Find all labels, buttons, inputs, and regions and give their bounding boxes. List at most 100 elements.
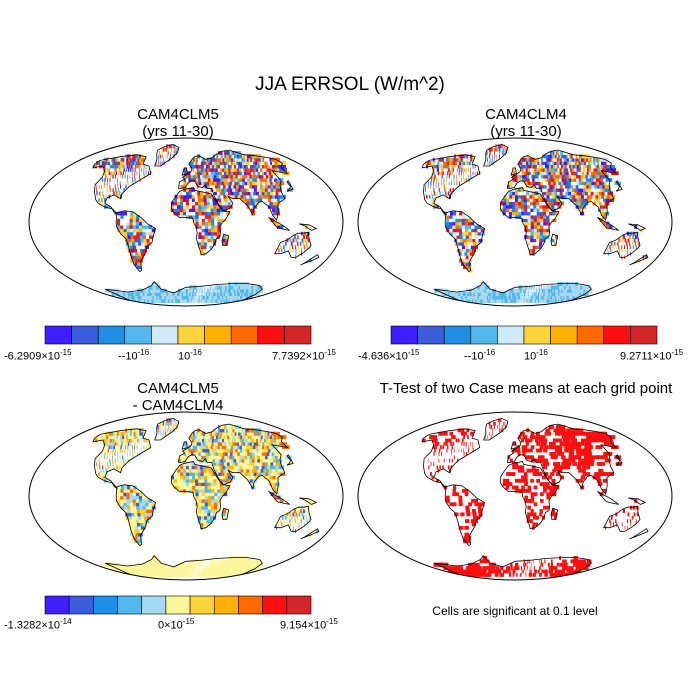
grid-cell xyxy=(197,475,202,480)
grid-cell xyxy=(196,292,198,297)
grid-cell xyxy=(462,164,464,169)
grid-cell xyxy=(432,198,435,202)
grid-cell xyxy=(177,465,181,470)
coastline xyxy=(444,210,486,273)
grid-cell xyxy=(266,475,272,480)
grid-cell xyxy=(427,198,429,202)
grid-cell xyxy=(536,184,541,189)
grid-cell xyxy=(202,191,207,196)
grid-cell xyxy=(208,285,210,290)
grid-cell xyxy=(216,292,220,297)
grid-cell xyxy=(182,562,186,567)
grid-cell xyxy=(548,208,553,213)
grid-cell xyxy=(149,509,154,513)
grid-cell xyxy=(125,441,128,446)
grid-cell xyxy=(455,214,460,219)
grid-cell xyxy=(549,177,554,182)
grid-cell xyxy=(465,177,468,182)
grid-cell xyxy=(183,292,186,297)
grid-cell xyxy=(200,167,205,172)
grid-cell xyxy=(190,298,192,303)
grid-cell xyxy=(430,177,433,182)
grid-cell xyxy=(503,201,507,206)
grid-cell xyxy=(196,566,198,571)
grid-cell xyxy=(183,569,186,574)
grid-cell xyxy=(142,235,147,239)
grid-cell xyxy=(198,572,200,577)
grid-cell xyxy=(518,204,522,209)
grid-cell xyxy=(178,458,182,463)
grid-cell xyxy=(195,214,200,219)
grid-cell xyxy=(522,285,524,290)
grid-cell xyxy=(213,512,217,517)
grid-cell xyxy=(212,475,217,480)
grid-cell xyxy=(225,184,231,189)
grid-cell xyxy=(240,282,244,286)
grid-cell xyxy=(190,562,193,567)
grid-cell xyxy=(612,245,614,250)
grid-cell xyxy=(197,194,202,199)
grid-cell xyxy=(290,515,293,520)
grid-cell xyxy=(496,147,498,152)
grid-cell xyxy=(645,255,648,260)
grid-cell xyxy=(272,448,280,453)
grid-cell xyxy=(224,198,229,202)
grid-cell xyxy=(271,482,277,487)
grid-cell xyxy=(203,569,206,574)
grid-cell xyxy=(224,188,229,192)
grid-cell xyxy=(199,298,201,303)
grid-cell xyxy=(565,285,569,290)
grid-cell xyxy=(105,164,109,169)
grid-cell xyxy=(123,218,127,223)
grid-cell xyxy=(548,204,553,209)
grid-cell xyxy=(191,468,196,473)
grid-cell xyxy=(168,154,170,159)
grid-cell xyxy=(431,161,436,166)
grid-cell xyxy=(523,198,528,202)
grid-cell xyxy=(439,191,441,196)
grid-cell xyxy=(179,288,183,293)
grid-cell xyxy=(533,204,537,209)
grid-cell xyxy=(215,451,220,456)
grid-cell xyxy=(183,455,187,460)
grid-cell xyxy=(192,431,196,436)
grid-cell xyxy=(253,472,259,476)
grid-cell xyxy=(276,198,283,202)
grid-cell xyxy=(170,428,171,433)
grid-cell xyxy=(225,285,228,290)
grid-cell xyxy=(181,295,185,300)
grid-cell xyxy=(209,515,213,520)
grid-cell xyxy=(137,164,139,169)
coastline xyxy=(115,484,157,547)
grid-cell xyxy=(446,194,449,199)
grid-cell xyxy=(488,147,491,152)
grid-cell xyxy=(203,572,206,577)
grid-cell xyxy=(217,288,220,293)
grid-cell xyxy=(524,161,528,166)
grid-cell xyxy=(624,248,626,253)
grid-cell xyxy=(531,167,536,172)
grid-cell xyxy=(218,292,221,297)
grid-cell xyxy=(123,492,127,497)
grid-cell xyxy=(474,164,476,169)
grid-cell xyxy=(210,505,215,510)
grid-cell xyxy=(106,455,108,460)
grid-cell xyxy=(211,218,215,223)
grid-cell xyxy=(477,228,482,233)
grid-cell xyxy=(188,198,193,202)
grid-cell xyxy=(223,211,228,216)
grid-cell xyxy=(201,478,205,483)
grid-cell xyxy=(180,472,184,476)
grid-cell xyxy=(127,177,128,182)
grid-cell xyxy=(105,194,108,199)
grid-cell xyxy=(168,425,169,429)
grid-cell xyxy=(198,431,202,436)
grid-cell xyxy=(511,211,516,216)
grid-cell xyxy=(211,295,214,300)
grid-cell xyxy=(455,164,458,169)
grid-cell xyxy=(486,161,488,166)
grid-cell xyxy=(622,241,625,246)
grid-cell xyxy=(226,211,231,216)
grid-cell xyxy=(224,455,229,460)
grid-cell xyxy=(198,478,202,483)
